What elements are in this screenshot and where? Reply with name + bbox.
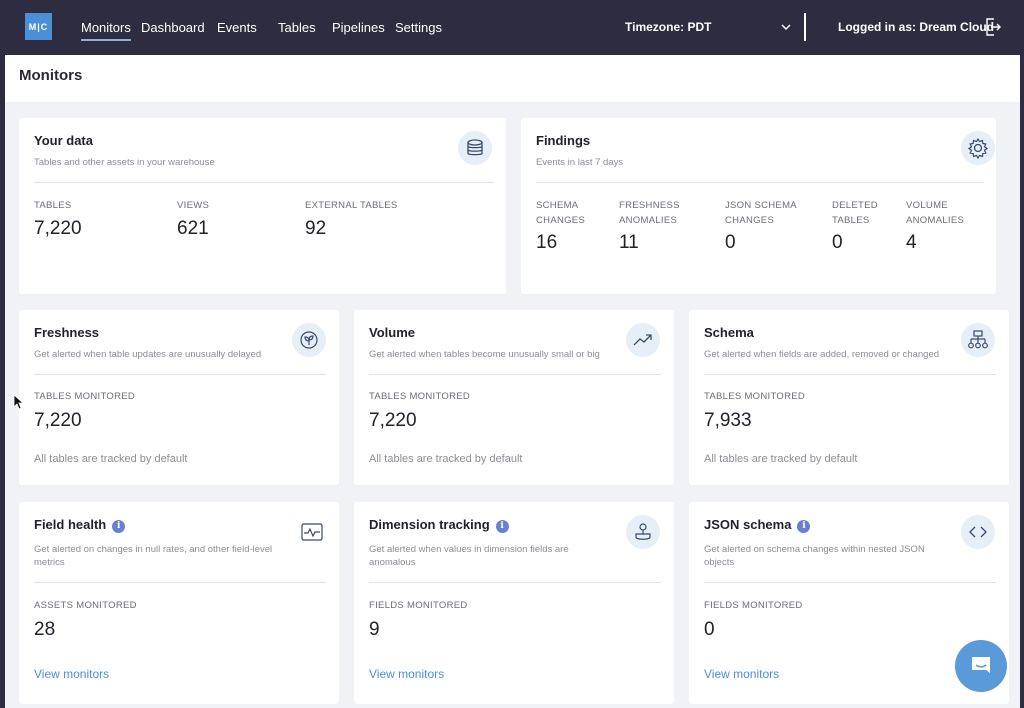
stat-label-freshness-anomalies: FRESHNESS ANOMALIES	[619, 200, 680, 226]
pulse-icon	[295, 515, 329, 549]
card-title: Volume	[369, 325, 415, 340]
stat-value-views: 621	[177, 218, 209, 239]
divider	[536, 182, 984, 183]
timezone-select[interactable]: Timezone: PDT	[625, 20, 712, 34]
divider	[34, 374, 326, 375]
stat-value-deleted-tables: 0	[832, 232, 843, 253]
divider	[34, 582, 326, 583]
nav-item-monitors[interactable]: Monitors	[81, 20, 131, 41]
stat-label: FIELDS MONITORED	[369, 600, 468, 611]
card-subtitle: Get alerted on schema changes within nes…	[704, 544, 925, 568]
divider	[369, 374, 661, 375]
stat-label-tables: TABLES	[34, 200, 72, 211]
stat-label-deleted-tables: DELETED TABLES	[832, 200, 878, 226]
nav-divider	[804, 13, 806, 41]
stat-value: 9	[369, 619, 380, 640]
info-icon[interactable]: i	[112, 520, 126, 533]
divider	[369, 582, 661, 583]
card-subtitle: Tables and other assets in your warehous…	[34, 157, 215, 168]
card-title: JSON schema i	[704, 517, 811, 533]
dimension-tracking-card[interactable]: Dimension tracking i Get alerted when val…	[354, 502, 674, 704]
card-title: Dimension tracking i	[369, 517, 509, 533]
info-icon[interactable]: i	[797, 520, 811, 533]
stat-value-json-schema-changes: 0	[725, 232, 736, 253]
card-subtitle: Events in last 7 days	[536, 157, 624, 168]
stat-label: TABLES MONITORED	[704, 391, 806, 402]
stat-label-views: VIEWS	[177, 200, 210, 211]
view-monitors-link[interactable]: View monitors	[704, 667, 780, 681]
leaf-icon	[292, 323, 326, 357]
stat-value: 7,220	[34, 410, 82, 431]
page-header: Monitors	[5, 55, 1020, 102]
stat-label: TABLES MONITORED	[34, 391, 136, 402]
code-icon	[961, 515, 995, 549]
dimension-icon	[626, 515, 660, 549]
card-title: Findings	[536, 133, 591, 148]
volume-card[interactable]: Volume Get alerted when tables become un…	[354, 310, 674, 485]
app-logo[interactable]: M|C	[25, 13, 52, 40]
chevron-down-icon[interactable]	[780, 22, 792, 32]
hierarchy-icon	[961, 323, 995, 357]
stat-label: FIELDS MONITORED	[704, 600, 803, 611]
card-subtitle: Get alerted when tables become unusually…	[369, 349, 600, 360]
stat-value-volume-anomalies: 4	[906, 232, 917, 253]
card-title: Freshness	[34, 325, 100, 340]
card-footer: All tables are tracked by default	[369, 453, 523, 465]
top-nav: M|C Monitors Dashboard Events Tables Pip…	[0, 0, 1024, 55]
nav-item-tables[interactable]: Tables	[278, 20, 316, 35]
chat-icon	[972, 657, 990, 673]
findings-card: Findings Events in last 7 days SCHEMA CHA…	[521, 118, 996, 294]
card-subtitle: Get alerted on changes in null rates, an…	[34, 544, 273, 568]
card-subtitle: Get alerted when values in dimension fie…	[369, 544, 569, 568]
database-icon	[458, 131, 492, 165]
card-subtitle: Get alerted when fields are added, remov…	[704, 349, 940, 360]
logout-icon[interactable]	[984, 17, 1002, 37]
logged-in-user: Logged in as: Dream Cloud	[838, 20, 995, 34]
stat-label-external-tables: EXTERNAL TABLES	[305, 200, 398, 211]
stat-value-external-tables: 92	[305, 218, 327, 239]
divider	[704, 582, 996, 583]
nav-item-dashboard[interactable]: Dashboard	[141, 20, 205, 35]
stat-value: 7,933	[704, 410, 752, 431]
stat-value-schema-changes: 16	[536, 232, 558, 253]
stat-label: TABLES MONITORED	[369, 391, 471, 402]
view-monitors-link[interactable]: View monitors	[34, 667, 110, 681]
stat-label-schema-changes: SCHEMA CHANGES	[536, 200, 586, 226]
card-title: Schema	[704, 325, 754, 340]
stat-value-freshness-anomalies: 11	[619, 232, 639, 253]
card-footer: All tables are tracked by default	[34, 453, 188, 465]
stat-label-json-schema-changes: JSON SCHEMA CHANGES	[725, 200, 797, 226]
view-monitors-link[interactable]: View monitors	[369, 667, 445, 681]
trend-up-icon	[626, 323, 660, 357]
stat-label: ASSETS MONITORED	[34, 600, 137, 611]
stat-label-volume-anomalies: VOLUME ANOMALIES	[906, 200, 965, 226]
card-subtitle: Get alerted when table updates are unusu…	[34, 349, 262, 360]
stat-value: 28	[34, 619, 56, 640]
chat-launcher-button[interactable]	[955, 640, 1007, 692]
stat-value: 7,220	[369, 410, 417, 431]
card-title: Your data	[34, 133, 93, 148]
your-data-card: Your data Tables and other assets in you…	[19, 118, 506, 294]
nav-item-settings[interactable]: Settings	[395, 20, 442, 35]
field-health-card[interactable]: Field health i Get alerted on changes in …	[19, 502, 339, 704]
card-footer: All tables are tracked by default	[704, 453, 858, 465]
main-content: Monitors Your data Tables and other asse…	[5, 55, 1020, 708]
nav-item-events[interactable]: Events	[217, 20, 257, 35]
stat-value-tables: 7,220	[34, 218, 82, 239]
mouse-cursor-icon	[13, 394, 23, 410]
stat-value: 0	[704, 619, 715, 640]
freshness-card[interactable]: Freshness Get alerted when table updates…	[19, 310, 339, 485]
divider	[704, 374, 996, 375]
gear-icon	[961, 131, 995, 165]
divider	[34, 182, 494, 183]
nav-item-pipelines[interactable]: Pipelines	[332, 20, 385, 35]
info-icon[interactable]: i	[495, 520, 509, 533]
card-title: Field health i	[34, 517, 126, 533]
schema-card[interactable]: Schema Get alerted when fields are added…	[689, 310, 1009, 485]
page-title: Monitors	[19, 67, 83, 84]
